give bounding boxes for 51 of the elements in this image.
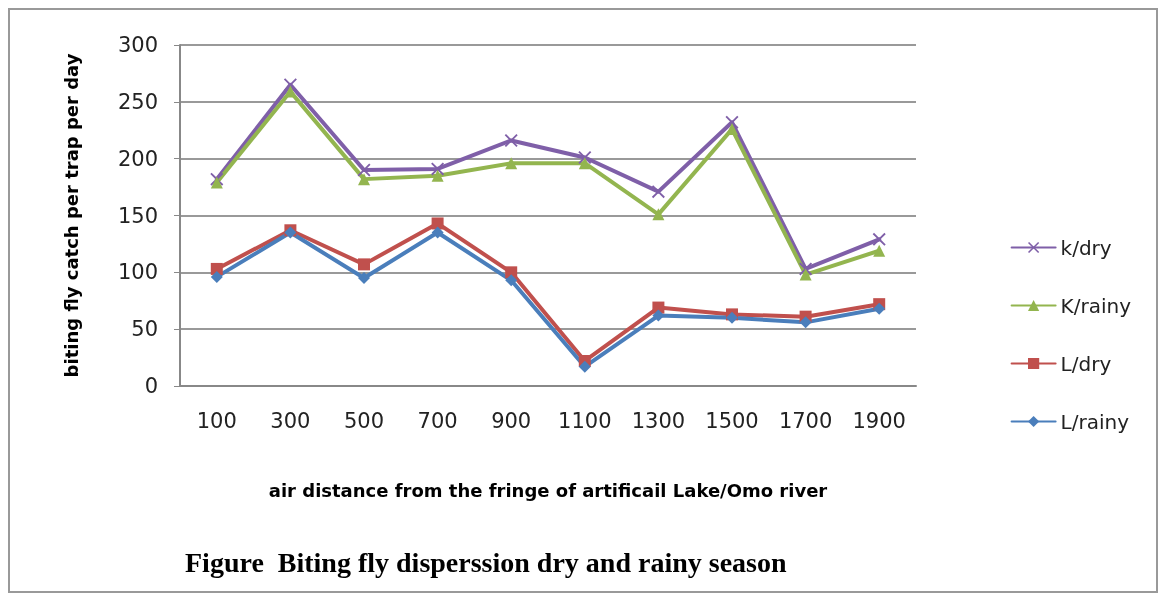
point — [357, 163, 371, 177]
y-tick-label: 150 — [117, 203, 158, 228]
x-tick-label: 1100 — [558, 408, 612, 433]
point — [651, 185, 665, 199]
y-tick-label: 250 — [117, 89, 158, 114]
x-axis-title: air distance from the fringe of artificail Lake/Omo river — [268, 479, 828, 501]
x-tick-label: 100 — [196, 408, 237, 433]
y-tick-label: 0 — [144, 374, 158, 398]
x-tick-label: 700 — [417, 408, 458, 433]
point — [873, 302, 886, 315]
point — [505, 266, 518, 279]
point — [872, 232, 886, 246]
x-tick-label: 1300 — [631, 408, 686, 433]
point — [431, 226, 444, 239]
point — [652, 208, 665, 221]
x-tick-label: 900 — [491, 408, 532, 433]
point — [505, 157, 518, 170]
point — [504, 133, 518, 147]
legend-label: k/dry — [1060, 235, 1112, 260]
point — [358, 258, 370, 271]
legend-label: L/rainy — [1060, 409, 1130, 434]
legend-label: L/dry — [1060, 351, 1112, 376]
point — [283, 78, 297, 92]
y-axis-title: biting fly catch per trap per day — [60, 53, 82, 378]
y-tick-label: 200 — [117, 146, 158, 171]
point — [431, 169, 444, 182]
point — [358, 272, 370, 285]
point — [578, 360, 591, 373]
point — [358, 173, 370, 186]
x-tick-label: 300 — [270, 408, 311, 433]
point — [799, 268, 812, 281]
point — [210, 176, 223, 189]
point — [431, 162, 445, 176]
legend-label: K/rainy — [1060, 293, 1132, 318]
point — [210, 270, 223, 283]
point — [505, 274, 518, 287]
x-tick-label: 1900 — [852, 408, 906, 433]
point — [873, 244, 886, 257]
y-tick-label: 300 — [117, 33, 158, 57]
point — [578, 151, 592, 165]
x-tick-label: 1700 — [778, 408, 833, 433]
text: Figure Biting fly disperssion dry and rainy season — [185, 546, 787, 578]
x-tick-label: 500 — [343, 408, 385, 433]
point — [578, 157, 591, 170]
x-tick-label: 1500 — [705, 408, 759, 433]
point — [726, 123, 738, 136]
y-tick-label: 50 — [131, 317, 158, 342]
point — [431, 217, 444, 230]
point — [725, 115, 739, 129]
y-tick-label: 100 — [117, 260, 158, 285]
point — [799, 316, 812, 329]
